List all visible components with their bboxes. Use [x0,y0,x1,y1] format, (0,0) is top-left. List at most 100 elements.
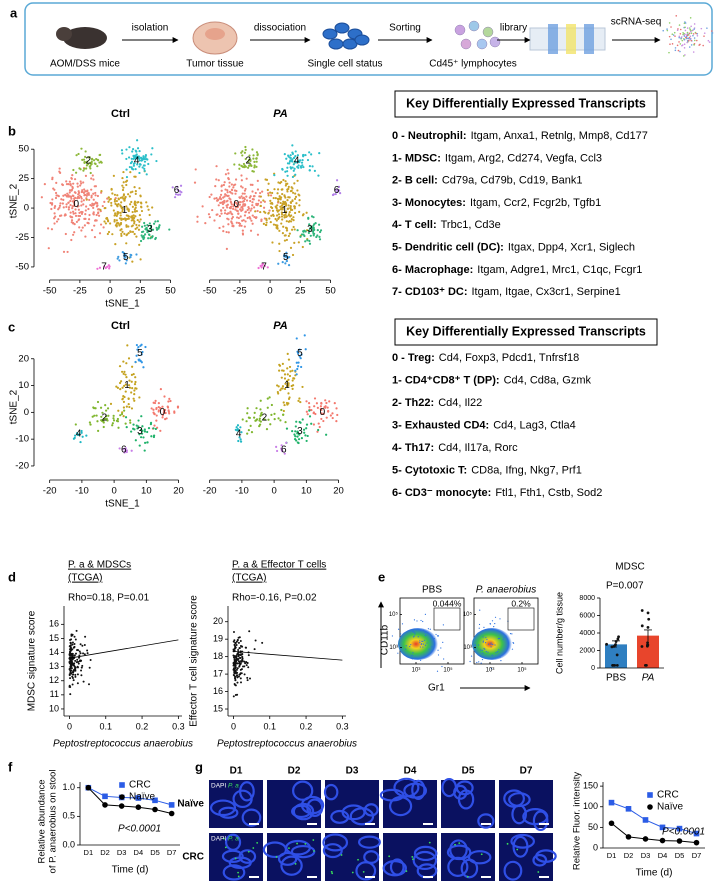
x-tick-label: 0 [67,721,72,731]
marker-genes: Ftl1, Fth1, Cstb, Sod2 [495,487,602,499]
cell-dot [214,185,217,188]
sample-dot [247,666,250,669]
cell-dot [120,412,124,416]
cell-dot [241,192,244,195]
cell-dot [61,183,65,187]
replicate-dot [610,645,614,649]
cell-dot [248,154,251,157]
cell-dot [120,380,123,383]
x-tick-label: -50 [43,286,57,297]
cell-dot [167,409,170,412]
cell-dot [122,448,125,451]
cell-dot [122,254,126,257]
cell-dot [98,232,102,235]
cell-dot [301,245,304,249]
marker [118,803,125,809]
cell-dot [121,386,124,389]
sample-dot [245,664,248,667]
cell-dot [118,447,121,450]
mini-dot [696,35,699,37]
cell-dot [74,434,77,437]
cell-dot [162,411,165,415]
cell-dot [282,200,285,203]
sample-dot [236,639,239,642]
cell-dot [115,214,118,217]
cell-dot [277,262,280,265]
cell-dot [242,199,246,203]
flow-density [398,628,438,660]
cell-dot [259,264,262,267]
cell-dot [131,260,134,263]
x-tick-label: D3 [117,848,127,857]
marker [85,784,92,791]
cell-dot [334,188,338,191]
flow-event [412,652,414,654]
cell-dot [226,203,229,206]
cell-dot [334,192,337,196]
cluster-label: 1 [122,205,128,216]
cell-dot [107,196,110,199]
cell-dot [88,198,91,202]
cell-dot [282,225,285,228]
bacteria-signal [388,855,391,858]
cell-dot [93,236,97,239]
cell-dot [230,188,234,191]
cell-dot [139,201,143,204]
cell-dot [110,188,113,191]
cell-dot [89,164,92,167]
cell-dot [139,239,143,243]
sample-dot [236,681,239,684]
scale-bar [423,823,433,825]
cell-dot [122,400,126,403]
cell-dot [281,385,285,388]
sample-dot [68,645,71,648]
table-title: Key Differentially Expressed Transcripts [406,324,646,338]
replicate-dot [614,640,618,643]
cell-dot [173,196,177,199]
y-tick-label: 10 [18,380,29,391]
cell-dot [143,169,146,172]
cell-dot [93,414,96,417]
cell-dot [238,163,241,166]
cell-dot [223,212,227,215]
flow-event [419,646,421,648]
cell-dot [227,172,230,175]
cell-dot [275,449,279,453]
sample-dot [81,644,84,647]
marker [659,824,666,831]
cell-dot [262,222,265,225]
cell-dot [138,396,141,399]
bacteria-signal [304,843,307,845]
plot-title: (TCGA) [68,573,102,584]
cell-dot [314,412,317,416]
cell-dot [112,174,115,177]
cell-dot [236,209,239,213]
cell-dot [74,191,77,194]
cell-dot [322,412,325,415]
cell-dot [119,204,122,207]
marker-genes: Itgam, Arg2, Cd274, Vegfa, Ccl3 [445,152,602,164]
cell-dot [157,410,160,413]
cell-dot [291,379,294,382]
cell-dot [298,433,301,436]
table-row: 1- CD4⁺CD8⁺ T (DP): Cd4, Cd8a, Gzmk [392,374,591,386]
cell-dot [86,160,89,163]
cell-dot [126,344,129,347]
cluster-label: 5 [137,348,143,359]
x-tick-label: D2 [624,851,634,860]
bacteria-signal [340,854,343,856]
cell-dot [294,154,297,158]
y-tick-label: 11 [50,689,59,699]
cell-dot [230,221,233,224]
x-tick-label: 50 [165,286,176,297]
plot-title: (TCGA) [232,573,266,584]
cluster-label: 1 [282,205,288,216]
cell-dot [108,198,111,201]
cell-dot [132,397,135,400]
bar [637,635,659,668]
cell-dot [269,194,273,197]
cell-dot [127,397,130,400]
x-tick-label: 25 [295,286,306,297]
flow-event [509,633,512,635]
cluster-label: 7 [261,262,267,273]
